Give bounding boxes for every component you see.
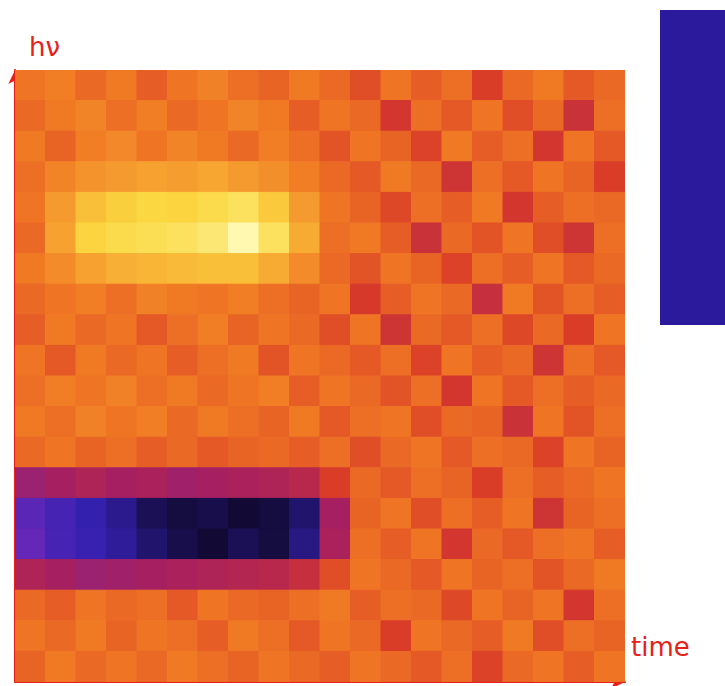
svg-text:time: time [631,632,690,662]
svg-text:hν: hν [29,32,60,62]
